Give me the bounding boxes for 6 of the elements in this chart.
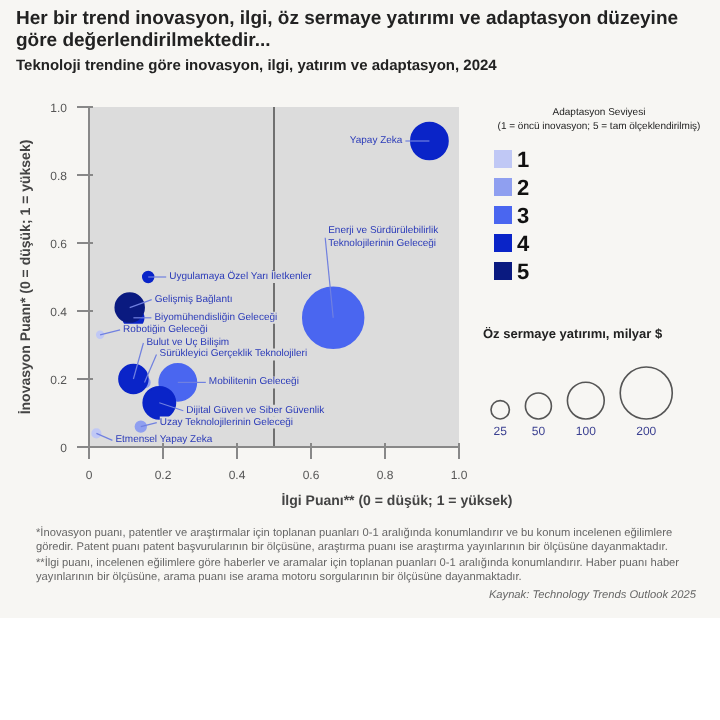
- legend-label: 2: [517, 177, 530, 202]
- legend-label: 3: [517, 205, 530, 230]
- legend-label: 5: [517, 261, 530, 286]
- legend-label: 4: [517, 233, 531, 258]
- chart-title: Her bir trend inovasyon, ilgi, öz sermaye yatırımı ve adaptasyon düzeyine göre değerlendirilmektedir...: [16, 8, 681, 52]
- legend-label: 1: [517, 149, 530, 174]
